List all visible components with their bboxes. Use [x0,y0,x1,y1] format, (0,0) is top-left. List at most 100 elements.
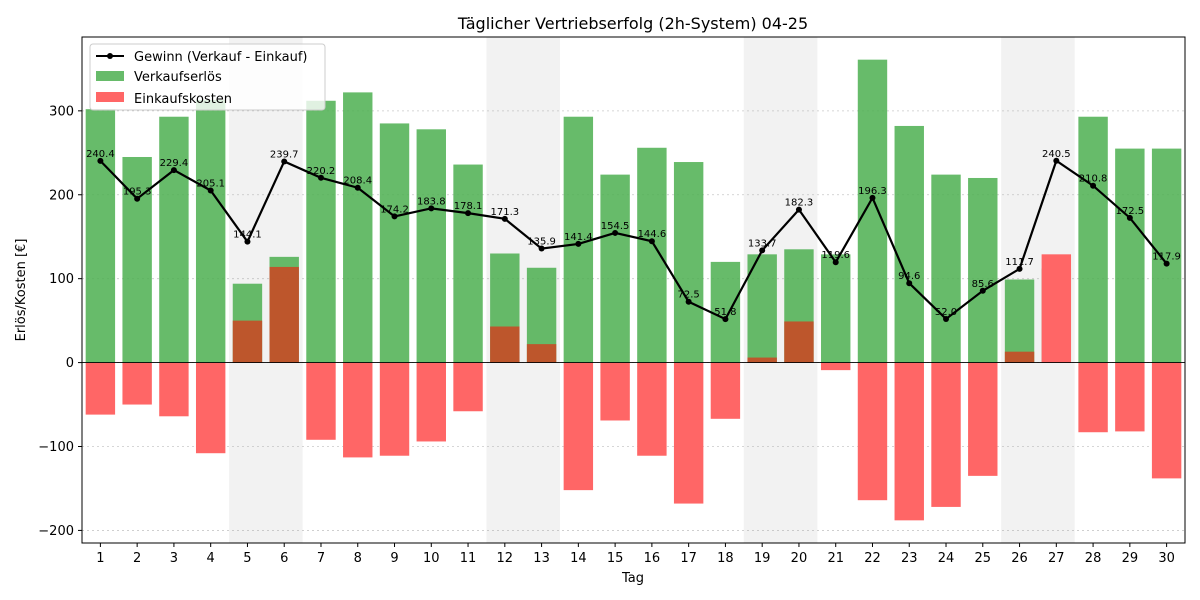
profit-point [134,195,141,202]
x-axis-label: Tag [621,571,644,586]
y-axis-label: Erlös/Kosten [€] [14,239,29,342]
x-tick-label: 3 [170,551,178,566]
profit-data-label: 178.1 [454,201,483,212]
profit-point [943,315,950,322]
data-labels: 240.4 195.3 229.4 205.1 144.1 239.7 220.2 208.4… [86,149,1181,318]
x-tick-label: 25 [975,551,992,566]
profit-data-label: 172.5 [1116,206,1145,217]
x-tick-label: 4 [207,551,215,566]
profit-data-label: 144.1 [233,230,262,241]
x-tick-label: 11 [460,551,477,566]
cost-bar [195,362,226,454]
revenue-bar [968,177,998,363]
profit-line [97,157,1170,323]
x-tick-label: 15 [607,551,624,566]
cost-bar [894,362,924,521]
profit-point [979,287,986,294]
revenue-bar [747,254,777,363]
x-tick-label: 13 [533,551,550,566]
profit-data-label: 182.3 [785,198,814,209]
profit-data-label: 210.8 [1079,174,1108,185]
cost-bar [1151,362,1182,479]
y-tick-label: 300 [49,104,74,119]
x-tick-label: 20 [791,551,808,566]
legend-swatch-revenue [96,71,124,81]
bars [85,59,1182,521]
profit-point [795,206,802,213]
x-tick-label: 2 [133,551,141,566]
profit-data-label: 85.6 [972,279,994,290]
cost-bar [379,362,410,456]
profit-point [832,259,839,266]
profit-point [685,298,692,305]
profit-point [906,280,913,287]
profit-data-label: 117.9 [1152,252,1181,263]
cost-bar [1078,362,1108,433]
legend-label-revenue: Verkaufserlös [134,70,222,85]
profit-point [465,210,472,217]
profit-data-label: 229.4 [160,158,189,169]
profit-data-label: 154.5 [601,221,630,232]
x-tick-label: 10 [423,551,440,566]
cost-bar [1004,351,1035,363]
revenue-bar [600,174,630,363]
y-tick-label: 0 [66,356,74,371]
profit-data-label: 195.3 [123,187,152,198]
revenue-bar [673,162,704,363]
x-tick-label: 18 [717,551,734,566]
profit-point [575,240,582,247]
profit-point [317,174,324,181]
profit-point [1090,182,1097,189]
profit-point [869,194,876,201]
profit-data-label: 183.8 [417,196,446,207]
cost-bar [306,362,336,440]
profit-point [538,245,545,252]
profit-point [1126,214,1133,221]
x-tick-label: 27 [1048,551,1065,566]
cost-bar [416,362,446,442]
profit-data-label: 111.7 [1005,257,1034,268]
cost-bar [563,362,594,491]
revenue-bar [85,109,116,363]
revenue-bar [1078,116,1108,363]
cost-bar [1041,254,1072,363]
revenue-bar [563,116,594,363]
cost-bar [453,362,483,412]
profit-data-label: 205.1 [196,178,225,189]
revenue-bar [1151,148,1182,363]
x-tick-label: 5 [243,551,251,566]
profit-data-label: 196.3 [858,186,887,197]
x-tick-label: 21 [827,551,844,566]
cost-bar [931,362,961,507]
profit-data-label: 51.8 [714,307,736,318]
cost-bar [1115,362,1145,432]
profit-point [1016,265,1023,272]
revenue-bar [1115,148,1145,363]
profit-data-label: 133.7 [748,238,777,249]
profit-point [281,158,288,165]
profit-point [722,316,729,323]
profit-data-label: 240.5 [1042,149,1071,160]
x-tick-label: 16 [644,551,661,566]
cost-bar [343,362,373,458]
profit-point [170,167,177,174]
x-tick-label: 8 [354,551,362,566]
profit-data-label: 174.2 [380,204,409,215]
profit-point [759,247,766,254]
profit-point [244,238,251,245]
profit-point [1053,157,1060,164]
legend-box [89,43,326,111]
profit-point [391,213,398,220]
cost-bar [269,266,299,363]
cost-bar [747,357,777,363]
x-tick-label: 12 [497,551,514,566]
profit-point [612,229,619,236]
x-tick-label: 24 [938,551,955,566]
revenue-bar [306,100,336,363]
cost-bar [122,362,152,405]
revenue-bar [416,129,446,363]
x-tick-label: 28 [1085,551,1102,566]
profit-data-label: 144.6 [638,229,667,240]
legend: Gewinn (Verkauf - Einkauf) Verkaufserlös… [89,43,326,111]
